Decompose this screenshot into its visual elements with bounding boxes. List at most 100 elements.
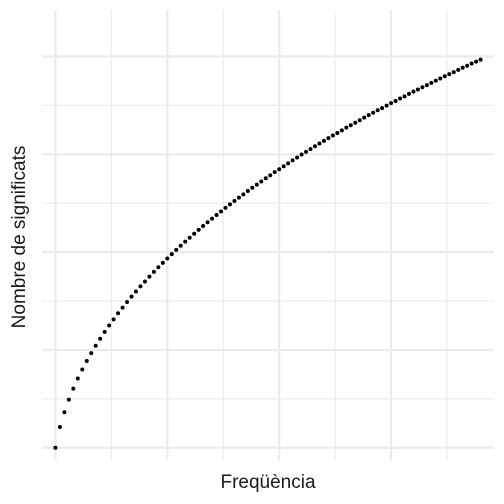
data-point (425, 83, 429, 87)
data-point (403, 94, 407, 98)
data-point (219, 210, 223, 214)
data-point (223, 206, 227, 210)
data-point (134, 289, 138, 293)
data-points (53, 58, 482, 450)
data-point (398, 97, 402, 101)
data-point (215, 213, 219, 217)
data-point (420, 85, 424, 89)
data-point (143, 279, 147, 283)
data-point (291, 158, 295, 162)
data-point (85, 359, 89, 363)
x-axis-title: Freqüència (220, 472, 315, 493)
data-point (58, 425, 62, 429)
data-point (152, 270, 156, 274)
data-point (125, 300, 129, 304)
data-point (94, 344, 98, 348)
data-point (344, 126, 348, 130)
data-point (188, 236, 192, 240)
data-point (89, 351, 93, 355)
data-point (250, 186, 254, 190)
data-point (286, 161, 290, 165)
data-point (326, 136, 330, 140)
data-point (434, 79, 438, 83)
data-point (331, 133, 335, 137)
data-point (313, 144, 317, 148)
data-point (277, 167, 281, 171)
data-point (273, 170, 277, 174)
data-point (241, 192, 245, 196)
data-point (474, 60, 478, 64)
data-point (206, 220, 210, 224)
data-point (201, 224, 205, 228)
data-point (371, 111, 375, 115)
data-point (465, 64, 469, 68)
data-point (304, 150, 308, 154)
data-point (456, 68, 460, 72)
data-point (197, 228, 201, 232)
data-point (259, 179, 263, 183)
data-point (452, 70, 456, 74)
data-point (362, 116, 366, 120)
data-point (394, 99, 398, 103)
grid (42, 10, 494, 460)
data-point (179, 244, 183, 248)
data-point (80, 368, 84, 372)
data-point (53, 446, 57, 450)
data-point (237, 196, 241, 200)
data-point (170, 252, 174, 256)
data-point (228, 202, 232, 206)
data-point (165, 256, 169, 260)
data-point (138, 284, 142, 288)
data-point (130, 295, 134, 299)
data-point (389, 101, 393, 105)
data-point (147, 275, 151, 279)
data-point (443, 74, 447, 78)
data-point (429, 81, 433, 85)
data-point (367, 113, 371, 117)
data-point (295, 155, 299, 159)
data-point (156, 265, 160, 269)
data-point (416, 87, 420, 91)
data-point (98, 337, 102, 341)
data-point (255, 183, 259, 187)
data-point (174, 248, 178, 252)
data-point (62, 410, 66, 414)
data-point (376, 108, 380, 112)
data-point (71, 387, 75, 391)
data-point (340, 128, 344, 132)
data-point (300, 153, 304, 157)
data-point (232, 199, 236, 203)
data-point (268, 173, 272, 177)
data-point (246, 189, 250, 193)
data-point (67, 398, 71, 402)
data-point (349, 123, 353, 127)
data-point (317, 142, 321, 146)
data-point (76, 377, 80, 381)
data-point (322, 139, 326, 143)
data-point (411, 90, 415, 94)
data-point (335, 131, 339, 135)
data-point (407, 92, 411, 96)
y-axis-title: Nombre de significats (9, 146, 30, 329)
data-point (309, 147, 313, 151)
data-point (385, 104, 389, 108)
data-point (103, 330, 107, 334)
data-point (358, 118, 362, 122)
data-point (461, 66, 465, 70)
data-point (112, 317, 116, 321)
data-point (479, 58, 483, 62)
data-point (470, 62, 474, 66)
data-point (210, 217, 214, 221)
data-point (438, 76, 442, 80)
data-point (447, 72, 451, 76)
data-point (161, 261, 165, 265)
data-point (121, 306, 125, 310)
data-point (264, 176, 268, 180)
data-point (107, 323, 111, 327)
data-point (116, 311, 120, 315)
data-point (353, 121, 357, 125)
data-point (183, 240, 187, 244)
data-point (282, 164, 286, 168)
data-point (380, 106, 384, 110)
